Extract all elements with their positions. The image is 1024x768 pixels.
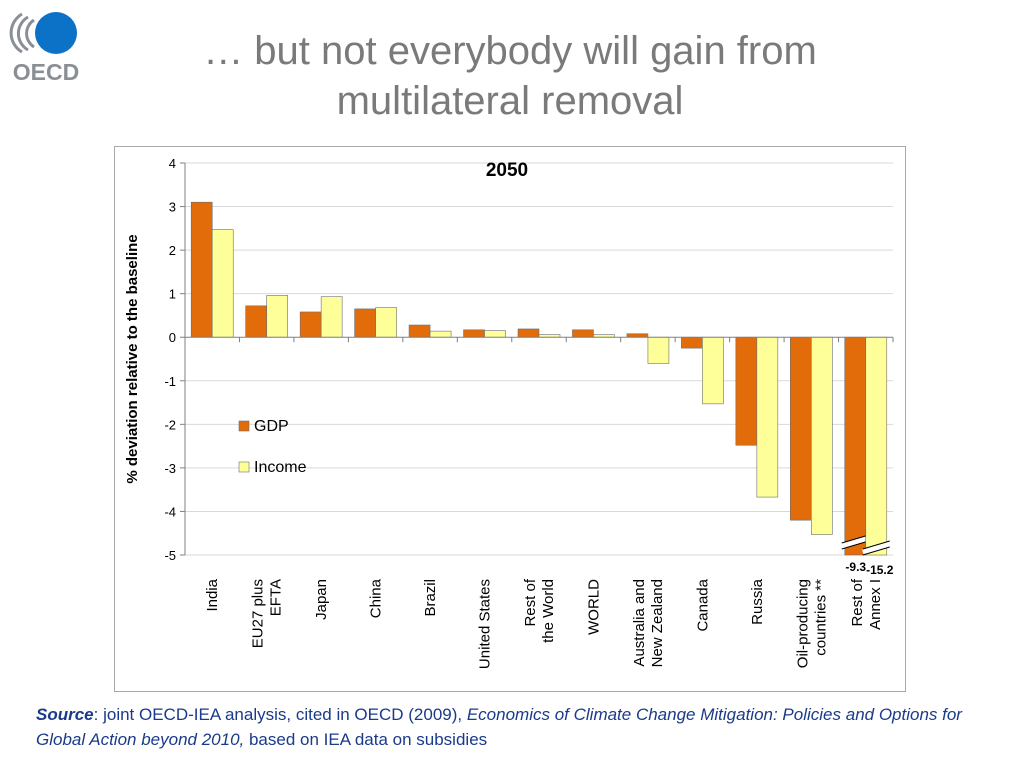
legend-swatch-gdp — [238, 420, 250, 432]
x-category-label: Rest of — [522, 578, 539, 626]
y-tick-label: 0 — [169, 330, 176, 345]
x-category-label: China — [368, 578, 385, 618]
axis-break-mark — [841, 540, 869, 550]
x-category-label: WORLD — [585, 579, 602, 635]
bar-gdp-5 — [463, 329, 485, 338]
bar-income-4 — [429, 330, 452, 338]
bar-gdp-11 — [790, 336, 812, 521]
x-category-label: EU27 plus — [250, 579, 267, 648]
source-text-2: based on IEA data on subsidies — [244, 730, 488, 749]
bar-income-8 — [647, 336, 670, 364]
source-label: Source — [36, 705, 94, 724]
bar-gdp-3 — [354, 308, 376, 338]
logo-arcs-icon — [9, 12, 35, 54]
data-label-income-rest-of-annex-i: -15.2 — [866, 563, 894, 577]
bar-gdp-6 — [517, 328, 540, 338]
y-axis-title: % deviation relative to the baseline — [124, 234, 141, 483]
legend-label-gdp: GDP — [254, 418, 289, 435]
bar-gdp-0 — [190, 201, 213, 338]
chart-frame: 4 3 2 1 0 -1 -2 -3 -4 -5 -9.3 -15.2 India EU27 plus EF… — [114, 146, 906, 692]
bar-income-1 — [266, 295, 288, 338]
y-tick-label: -2 — [164, 417, 176, 432]
bar-income-2 — [320, 296, 343, 338]
x-category-label: EFTA — [268, 579, 285, 616]
y-tick-label: -4 — [164, 504, 176, 519]
y-tick-label: 4 — [169, 156, 176, 171]
bar-gdp-8 — [626, 333, 649, 338]
bar-gdp-1 — [245, 305, 267, 338]
x-category-label: Japan — [313, 579, 330, 620]
bar-income-11 — [811, 336, 833, 535]
y-tick-label: -3 — [164, 461, 176, 476]
bar-gdp-7 — [572, 329, 594, 338]
y-tick-label: -1 — [164, 374, 176, 389]
oecd-logo: OECD — [9, 12, 79, 85]
legend-label-income: Income — [254, 459, 307, 476]
y-tick-label: 2 — [169, 243, 176, 258]
bar-gdp-10 — [735, 336, 758, 446]
x-category-label: Oil-producing — [794, 579, 811, 668]
x-category-label: Rest of — [849, 578, 866, 626]
x-category-label: Australia and — [631, 579, 648, 667]
y-tick-label: 3 — [169, 200, 176, 215]
bar-gdp-9 — [681, 336, 703, 349]
bar-gdp-12 — [844, 336, 867, 556]
x-category-label: India — [204, 578, 221, 611]
x-category-label: countries ** — [812, 579, 829, 656]
x-category-label: Russia — [749, 578, 766, 625]
bar-income-10 — [756, 336, 779, 498]
chart-title: 2050 — [486, 160, 528, 181]
data-label-gdp-rest-of-annex-i: -9.3 — [845, 560, 866, 574]
bar-income-5 — [484, 330, 506, 338]
logo-circle-icon — [35, 12, 77, 54]
bar-chart: 4 3 2 1 0 -1 -2 -3 -4 -5 -9.3 -15.2 India EU27 plus EF… — [124, 156, 894, 669]
source-note: Source: joint OECD-IEA analysis, cited i… — [36, 702, 996, 752]
source-text-1: : joint OECD-IEA analysis, cited in OECD… — [93, 705, 467, 724]
bar-income-0 — [211, 229, 234, 338]
x-category-label: New Zealand — [649, 579, 666, 667]
bar-income-9 — [702, 336, 724, 405]
bar-gdp-4 — [408, 324, 431, 338]
x-category-label: Annex I — [867, 579, 884, 630]
y-tick-label: -5 — [164, 548, 176, 563]
page-title: … but not everybody will gain from multi… — [120, 26, 900, 126]
page-title-line-2: multilateral removal — [336, 79, 684, 123]
x-category-label: the World — [540, 579, 557, 643]
bar-income-12 — [865, 336, 888, 556]
x-category-label: United States — [477, 579, 494, 669]
x-category-label: Canada — [694, 578, 711, 631]
page-title-line-1: … but not everybody will gain from — [203, 29, 817, 73]
axis-break-mark — [862, 546, 890, 556]
axis-break-mark — [841, 534, 869, 544]
legend-swatch-income — [238, 461, 250, 473]
source-publication: Economics of Climate Change Mitigation: … — [36, 705, 962, 749]
y-tick-label: 1 — [169, 287, 176, 302]
bar-gdp-2 — [299, 311, 322, 338]
logo-text: OECD — [13, 59, 79, 85]
axis-break-mask — [862, 541, 891, 555]
axis-break-mark — [862, 540, 890, 550]
x-category-label: Brazil — [422, 579, 439, 617]
axis-break-mask — [841, 535, 870, 549]
bar-income-3 — [375, 307, 397, 338]
